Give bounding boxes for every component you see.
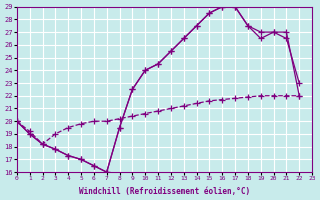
X-axis label: Windchill (Refroidissement éolien,°C): Windchill (Refroidissement éolien,°C) bbox=[79, 187, 250, 196]
